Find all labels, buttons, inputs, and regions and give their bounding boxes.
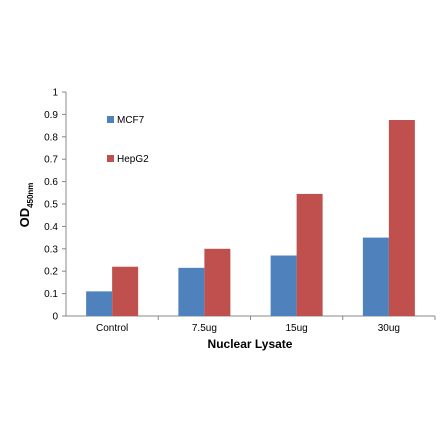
y-tick-label: 0.4 [44, 222, 58, 233]
y-axis-title-subscript: 450nm [26, 183, 35, 208]
x-category-label: 7.5ug [192, 323, 217, 334]
x-axis-categories: Control 7.5ug 15ug 30ug [96, 316, 436, 334]
bar-hepg2-30ug [388, 120, 415, 316]
bar-hepg2-control [112, 266, 139, 316]
y-tick-label: 0.5 [44, 200, 58, 211]
y-tick-label: 0.7 [44, 155, 58, 166]
bar-hepg2-7.5ug [204, 248, 231, 316]
y-tick-label: 0.8 [44, 132, 58, 143]
y-tick-label: 0.6 [44, 177, 58, 188]
y-tick-label: 0 [52, 312, 58, 323]
legend-swatch-hepg2 [107, 155, 114, 162]
bar-hepg2-15ug [296, 193, 323, 316]
bar-mcf7-7.5ug [178, 267, 205, 316]
y-tick-label: 0.9 [44, 110, 58, 121]
y-axis-title: OD450nm [17, 183, 35, 228]
legend-swatch-mcf7 [107, 116, 114, 123]
bar-mcf7-30ug [362, 237, 389, 316]
y-tick-label: 1 [52, 88, 58, 99]
y-axis-ticks: 0 0.1 0.2 0.3 0.4 0.5 0.6 0.7 0.8 0.9 1 [44, 88, 66, 323]
bar-mcf7-control [86, 291, 113, 316]
x-category-label: Control [96, 323, 128, 334]
legend-label-mcf7: MCF7 [117, 115, 145, 126]
y-tick-label: 0.3 [44, 244, 58, 255]
y-tick-label: 0.2 [44, 267, 58, 278]
bar-mcf7-15ug [270, 255, 297, 316]
legend-label-hepg2: HepG2 [117, 154, 149, 165]
x-category-label: 30ug [378, 323, 400, 334]
x-category-label: 15ug [286, 323, 308, 334]
x-axis-title: Nuclear Lysate [208, 337, 293, 351]
y-axis-title-main: OD [17, 208, 32, 228]
y-tick-label: 0.1 [44, 289, 58, 300]
legend: MCF7 HepG2 [107, 115, 149, 165]
bars [86, 120, 415, 316]
